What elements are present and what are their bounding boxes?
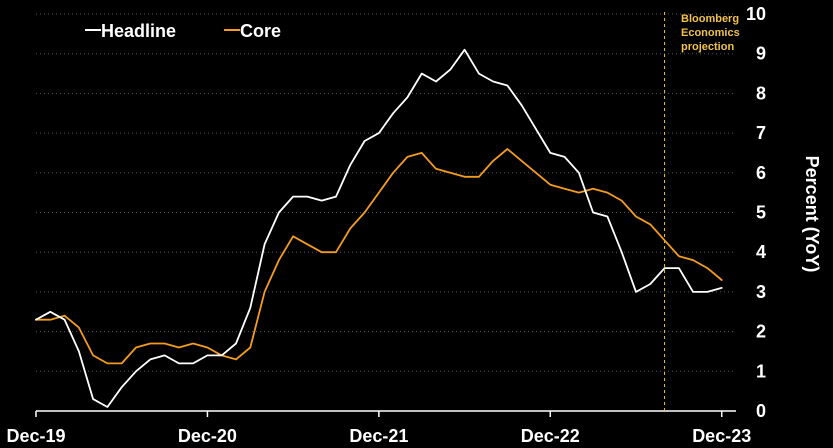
legend-label-headline: Headline xyxy=(101,21,176,41)
y-tick-label-10: 10 xyxy=(746,4,766,24)
y-tick-label-5: 5 xyxy=(756,203,766,223)
y-tick-label-7: 7 xyxy=(756,123,766,143)
series-line-core xyxy=(35,148,723,365)
y-tick-labels: 0 1 2 3 4 5 6 7 8 9 10 xyxy=(746,4,766,421)
x-tick-labels: Dec-19 Dec-20 Dec-21 Dec-22 Dec-23 xyxy=(6,426,751,446)
y-tick-label-3: 3 xyxy=(756,282,766,302)
annotation-line-3: projection xyxy=(681,41,734,53)
y-tick-label-6: 6 xyxy=(756,163,766,183)
series-group xyxy=(35,48,723,408)
y-axis-label: Percent (YoY) xyxy=(802,156,822,273)
x-tick-label-dec-23: Dec-23 xyxy=(692,426,751,446)
y-tick-label-2: 2 xyxy=(756,322,766,342)
y-tick-label-1: 1 xyxy=(756,361,766,381)
x-tick-label-dec-20: Dec-20 xyxy=(178,426,237,446)
x-tick-label-dec-22: Dec-22 xyxy=(521,426,580,446)
projection-annotation: Bloomberg Economics projection xyxy=(681,13,740,53)
y-tick-label-0: 0 xyxy=(756,401,766,421)
annotation-line-1: Bloomberg xyxy=(681,13,739,25)
y-tick-label-9: 9 xyxy=(756,44,766,64)
legend: Headline Core xyxy=(85,21,281,41)
y-tick-label-4: 4 xyxy=(756,242,766,262)
series-line-headline xyxy=(35,48,723,408)
x-tick-label-dec-21: Dec-21 xyxy=(349,426,408,446)
annotation-line-2: Economics xyxy=(681,27,740,39)
x-tick-marks xyxy=(35,411,723,417)
legend-label-core: Core xyxy=(240,21,281,41)
y-tick-label-8: 8 xyxy=(756,83,766,103)
gridlines xyxy=(36,13,736,372)
x-tick-label-dec-19: Dec-19 xyxy=(6,426,65,446)
